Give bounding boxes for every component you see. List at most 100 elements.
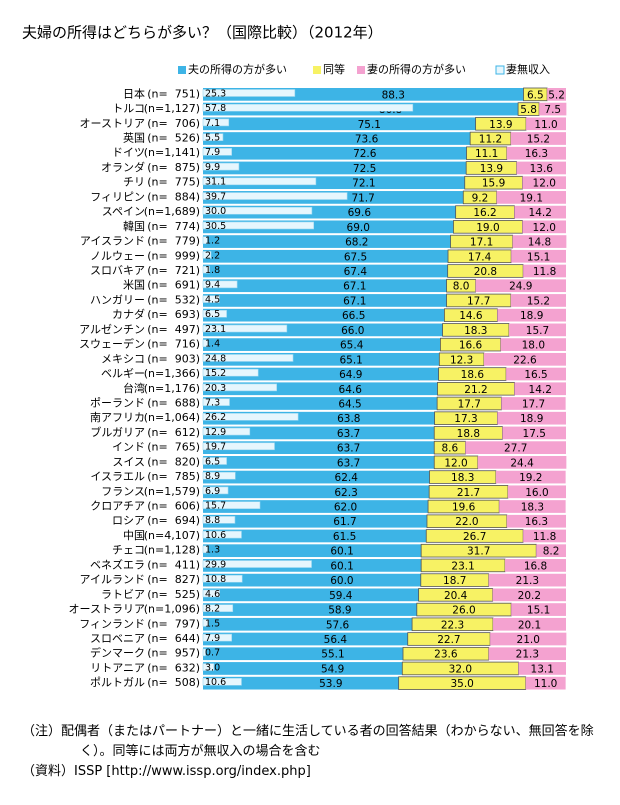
bar-segment: [490, 632, 567, 646]
overlay-bar: [202, 471, 236, 480]
category-label: アイルランド: [80, 573, 145, 586]
category-label: ロシア: [112, 514, 145, 527]
bar-segment: [433, 440, 466, 455]
overlay-bar: [202, 427, 251, 436]
value-label: 61.5: [333, 531, 356, 543]
value-label: 88.3: [382, 89, 405, 101]
bar-segment: [475, 279, 566, 293]
value-label: 24.4: [510, 457, 534, 469]
value-label: 20.1: [518, 619, 541, 631]
sample-size: (n= 694): [147, 514, 200, 527]
value-label: 22.3: [441, 619, 464, 631]
bar-segment: [203, 632, 408, 646]
value-label: 3.0: [205, 662, 220, 673]
value-label: 4.5: [205, 294, 220, 305]
category-label: ドイツ: [112, 146, 145, 159]
value-label: 7.3: [205, 397, 220, 408]
legend-label: 妻無収入: [506, 62, 550, 76]
value-label: 15.2: [527, 295, 550, 307]
overlay-bar: [202, 133, 224, 141]
value-label: 16.2: [473, 207, 496, 219]
value-label: 26.0: [452, 605, 475, 617]
overlay-bar: [202, 516, 236, 524]
value-label: 15.2: [527, 134, 550, 146]
sample-size: (n= 688): [147, 396, 200, 409]
value-label: 10.6: [205, 677, 226, 688]
value-label: 13.9: [480, 163, 503, 175]
value-label: 72.6: [353, 148, 377, 160]
value-label: 24.9: [509, 281, 532, 293]
value-label: 1.3: [205, 545, 220, 556]
value-label: 13.9: [489, 119, 512, 131]
bar-segment: [465, 161, 518, 175]
value-label: 17.7: [522, 398, 545, 410]
bar-segment: [203, 647, 404, 661]
sample-size: (n=1,096): [144, 603, 200, 616]
sample-size: (n= 765): [147, 441, 200, 454]
category-label: 韓国: [123, 220, 145, 233]
category-label: スロバキア: [90, 264, 145, 277]
sample-size: (n= 526): [147, 132, 200, 145]
value-label: 16.3: [525, 516, 548, 528]
value-label: 73.6: [355, 134, 379, 146]
value-label: 8.2: [205, 604, 220, 615]
bar-segment: [203, 573, 421, 587]
bar-segment: [203, 279, 447, 293]
value-label: 18.0: [522, 340, 545, 352]
bar-segment: [516, 161, 566, 175]
value-label: 17.1: [470, 237, 493, 249]
overlay-bar: [202, 280, 238, 289]
sample-size: (n=1,128): [144, 544, 200, 557]
bar-segment: [442, 323, 510, 337]
value-label: 30.0: [205, 206, 226, 217]
sample-size: (n= 606): [147, 500, 200, 513]
value-label: 14.2: [529, 207, 552, 219]
overlay-bar: [202, 295, 220, 303]
value-label: 5.8: [520, 104, 537, 116]
bar-segment: [522, 220, 566, 234]
value-label: 17.5: [523, 428, 546, 440]
value-label: 72.5: [353, 163, 376, 175]
bar-segment: [518, 662, 566, 675]
value-label: 62.0: [334, 502, 357, 514]
bar-segment: [488, 573, 566, 587]
value-label: 18.3: [464, 325, 487, 337]
value-label: 67.1: [343, 295, 366, 307]
value-label: 18.3: [521, 502, 544, 514]
value-label: 14.2: [529, 384, 552, 396]
value-label: 67.4: [344, 266, 368, 278]
value-label: 24.8: [205, 353, 226, 364]
sample-size: (n= 644): [147, 632, 200, 645]
bar-segment: [514, 205, 566, 219]
overlay-bar: [202, 413, 299, 421]
value-label: 2.2: [205, 250, 220, 261]
value-label: 63.8: [337, 413, 360, 425]
source: （資料）ISSP [http://www.issp.org/index.php]: [22, 764, 311, 779]
chart-title: 夫婦の所得はどちらが多い？（国際比較）（2012年）: [22, 24, 383, 42]
bar-segment: [433, 426, 503, 440]
category-label: 台湾: [123, 381, 145, 395]
sample-size: (n=1,689): [144, 205, 200, 218]
bar-segment: [203, 676, 399, 690]
value-label: 32.0: [449, 663, 472, 675]
bar-segment: [496, 191, 566, 204]
value-label: 11.8: [533, 266, 556, 278]
bar-segment: [203, 146, 467, 160]
value-label: 72.1: [352, 178, 375, 190]
value-label: 16.0: [525, 487, 548, 499]
value-label: 65.1: [339, 354, 362, 366]
overlay-bar: [202, 663, 215, 671]
overlay-bar: [202, 324, 288, 333]
bar-segment: [447, 249, 512, 264]
overlay-bar: [202, 368, 259, 377]
overlay-bar: [202, 251, 212, 259]
sample-size: (n= 497): [147, 323, 200, 336]
sample-size: (n= 693): [147, 308, 200, 321]
bar-segment: [506, 367, 566, 381]
value-label: 22.7: [437, 634, 460, 646]
category-label: オランダ: [101, 160, 145, 174]
value-label: 11.8: [533, 531, 556, 543]
value-label: 1.4: [205, 339, 220, 350]
value-label: 66.5: [342, 310, 365, 322]
value-label: 31.1: [205, 177, 226, 188]
